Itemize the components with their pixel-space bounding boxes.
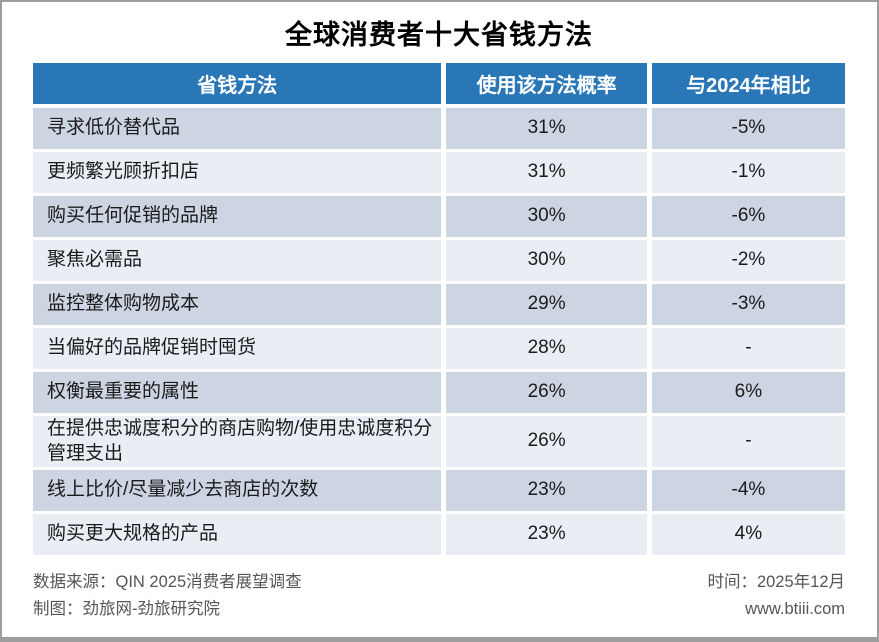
footer-right: 时间：2025年12月 www.btiii.com	[707, 569, 845, 622]
method-cell: 更频繁光顾折扣店	[33, 150, 447, 196]
data-source-label: 数据来源：QIN 2025消费者展望调查	[33, 572, 302, 591]
table-row: 购买任何促销的品牌 30% -6%	[33, 194, 845, 240]
table-row: 寻求低价替代品 31% -5%	[33, 106, 845, 152]
method-cell: 在提供忠诚度积分的商店购物/使用忠诚度积分管理支出	[33, 414, 447, 470]
table-row: 更频繁光顾折扣店 31% -1%	[33, 150, 845, 196]
method-cell: 当偏好的品牌促销时囤货	[33, 326, 447, 372]
vs-2024-cell: 4%	[649, 512, 845, 558]
col-header-method: 省钱方法	[33, 63, 447, 108]
probability-cell: 29%	[443, 282, 652, 328]
probability-cell: 26%	[443, 414, 652, 470]
method-cell: 聚焦必需品	[33, 238, 447, 284]
method-cell: 权衡最重要的属性	[33, 370, 447, 416]
vs-2024-cell: -5%	[649, 106, 845, 152]
probability-cell: 31%	[443, 150, 652, 196]
vs-2024-cell: -	[649, 326, 845, 372]
probability-cell: 26%	[443, 370, 652, 416]
vs-2024-cell: 6%	[649, 370, 845, 416]
probability-cell: 28%	[443, 326, 652, 372]
probability-cell: 23%	[443, 468, 652, 514]
probability-cell: 23%	[443, 512, 652, 558]
vs-2024-cell: -2%	[649, 238, 845, 284]
method-cell: 线上比价/尽量减少去商店的次数	[33, 468, 447, 514]
vs-2024-cell: -3%	[649, 282, 845, 328]
page-title: 全球消费者十大省钱方法	[285, 20, 593, 50]
method-cell: 寻求低价替代品	[33, 106, 447, 152]
chart-credit-label: 制图：劲旅网-劲旅研究院	[33, 599, 220, 618]
time-label: 时间：2025年12月	[707, 572, 845, 591]
vs-2024-cell: -6%	[649, 194, 845, 240]
table-row: 购买更大规格的产品 23% 4%	[33, 512, 845, 558]
table-row: 权衡最重要的属性 26% 6%	[33, 370, 845, 416]
table-body: 寻求低价替代品 31% -5% 更频繁光顾折扣店 31% -1% 购买任何促销的品牌 30% -…	[33, 106, 845, 558]
table-row: 在提供忠诚度积分的商店购物/使用忠诚度积分管理支出 26% -	[33, 414, 845, 470]
method-cell: 监控整体购物成本	[33, 282, 447, 328]
probability-cell: 30%	[443, 238, 652, 284]
header-row: 省钱方法 使用该方法概率 与2024年相比	[33, 63, 845, 108]
vs-2024-cell: -	[649, 414, 845, 470]
table-row: 线上比价/尽量减少去商店的次数 23% -4%	[33, 468, 845, 514]
savings-table: 省钱方法 使用该方法概率 与2024年相比 寻求低价替代品 31% -5% 更频繁光顾…	[33, 63, 845, 558]
probability-cell: 30%	[443, 194, 652, 240]
table-row: 监控整体购物成本 29% -3%	[33, 282, 845, 328]
col-header-probability: 使用该方法概率	[443, 63, 652, 108]
footer: 数据来源：QIN 2025消费者展望调查 制图：劲旅网-劲旅研究院 时间：202…	[33, 569, 845, 622]
method-cell: 购买任何促销的品牌	[33, 194, 447, 240]
col-header-vs-2024: 与2024年相比	[649, 63, 845, 108]
website-text: www.btiii.com	[745, 599, 845, 618]
vs-2024-cell: -4%	[649, 468, 845, 514]
table-row: 聚焦必需品 30% -2%	[33, 238, 845, 284]
footer-left: 数据来源：QIN 2025消费者展望调查 制图：劲旅网-劲旅研究院	[33, 569, 302, 622]
table-row: 当偏好的品牌促销时囤货 28% -	[33, 326, 845, 372]
table-header: 省钱方法 使用该方法概率 与2024年相比	[33, 63, 845, 108]
vs-2024-cell: -1%	[649, 150, 845, 196]
probability-cell: 31%	[443, 106, 652, 152]
method-cell: 购买更大规格的产品	[33, 512, 447, 558]
